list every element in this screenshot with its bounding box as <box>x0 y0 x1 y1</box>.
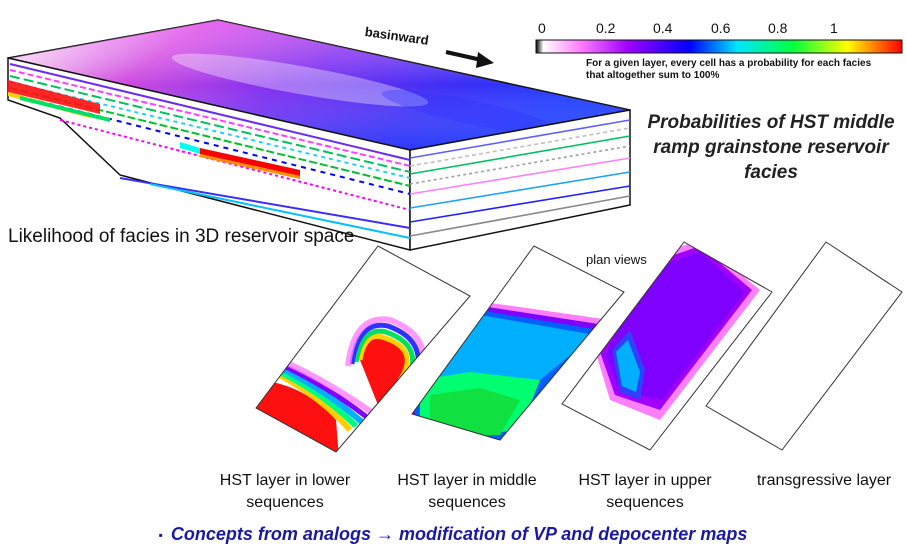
panel-caption: HST layer in lower sequences <box>219 472 351 511</box>
colorbar-tick: 0.2 <box>596 20 616 36</box>
block-caption: Likelihood of facies in 3D reservoir spa… <box>8 226 355 247</box>
front-face-high-probability <box>8 80 300 179</box>
bullet-icon: ▪ <box>158 528 163 543</box>
colorbar-note: For a given layer, every cell has a prob… <box>586 58 872 81</box>
side-face-layers <box>409 119 631 237</box>
colorbar-tick: 0.6 <box>711 20 731 36</box>
colorbar-tick: 0.4 <box>653 20 673 36</box>
figure-title: Probabilities of HST middle ramp grainst… <box>647 112 895 183</box>
panel-caption: HST layer in upper sequences <box>578 472 712 511</box>
concept-text: Concepts from analogs → modification of … <box>170 524 748 544</box>
colorbar-tick: 0 <box>538 20 546 36</box>
panel-caption: HST layer in middle sequences <box>397 472 537 511</box>
plan-views-label: plan views <box>586 252 647 267</box>
colorbar-tick: 0.8 <box>768 20 788 36</box>
colorbar-tick: 1 <box>830 20 838 36</box>
bottom-concept-line: ▪ Concepts from analogs → modification of… <box>0 524 906 545</box>
panel-caption: transgressive layer <box>756 472 892 489</box>
basinward-arrow <box>445 50 494 68</box>
plan-view-panel-1 <box>255 245 471 453</box>
colorbar <box>535 39 903 54</box>
front-face-layers <box>9 63 411 239</box>
plan-view-panel-4 <box>705 241 903 451</box>
